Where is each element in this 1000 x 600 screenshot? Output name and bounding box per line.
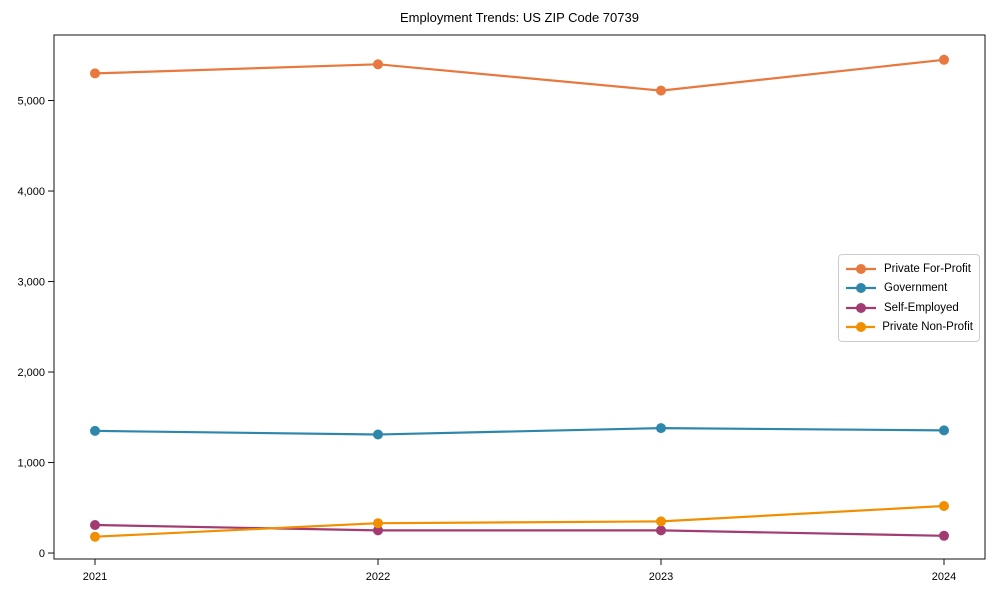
y-tick-label: 5,000 (17, 96, 45, 108)
series-line-government (93, 427, 946, 436)
legend-label: Government (884, 282, 948, 295)
legend-line-marker-icon (846, 283, 876, 294)
series-line-self-employed (93, 523, 946, 537)
y-tick-label: 3,000 (17, 277, 45, 289)
chart-legend: Private For-Profit Government Self-Employe… (838, 254, 980, 342)
y-tick-label: 2,000 (17, 367, 45, 379)
x-tick-label: 2023 (649, 571, 673, 583)
data-point-marker (90, 425, 100, 436)
data-point-marker (90, 531, 100, 542)
data-point-marker (656, 85, 666, 96)
x-tick-label: 2021 (83, 571, 107, 583)
legend-label: Private Non-Profit (882, 321, 973, 334)
legend-line-marker-icon (846, 322, 876, 333)
chart-title: Employment Trends: US ZIP Code 70739 (400, 10, 639, 25)
series-line-private-for-profit (93, 58, 946, 92)
data-point-marker (90, 68, 100, 79)
data-point-marker (373, 59, 383, 70)
data-point-marker (939, 530, 949, 541)
legend-line-marker-icon (846, 263, 876, 274)
legend-item: Government (845, 279, 973, 298)
y-tick-label: 1,000 (17, 458, 45, 470)
legend-item: Private Non-Profit (845, 318, 973, 337)
plot-border (53, 34, 986, 560)
x-tick-label: 2022 (366, 571, 390, 583)
data-point-marker (656, 525, 666, 536)
data-point-marker (90, 520, 100, 530)
y-tick-label: 0 (39, 548, 45, 560)
y-tick-label: 4,000 (17, 186, 45, 198)
legend-label: Self-Employed (884, 301, 959, 314)
legend-line-marker-icon (846, 302, 876, 313)
legend-label: Private For-Profit (884, 262, 971, 275)
data-point-marker (373, 429, 383, 440)
data-point-marker (939, 425, 949, 436)
series-line-private-non-profit (93, 504, 946, 538)
data-point-marker (373, 525, 383, 536)
legend-item: Self-Employed (845, 298, 973, 317)
data-point-marker (656, 423, 666, 434)
data-point-marker (939, 501, 949, 511)
data-point-marker (373, 518, 383, 529)
x-tick-label: 2024 (932, 571, 956, 583)
data-point-marker (656, 516, 666, 527)
legend-item: Private For-Profit (845, 259, 973, 278)
data-point-marker (939, 54, 949, 65)
